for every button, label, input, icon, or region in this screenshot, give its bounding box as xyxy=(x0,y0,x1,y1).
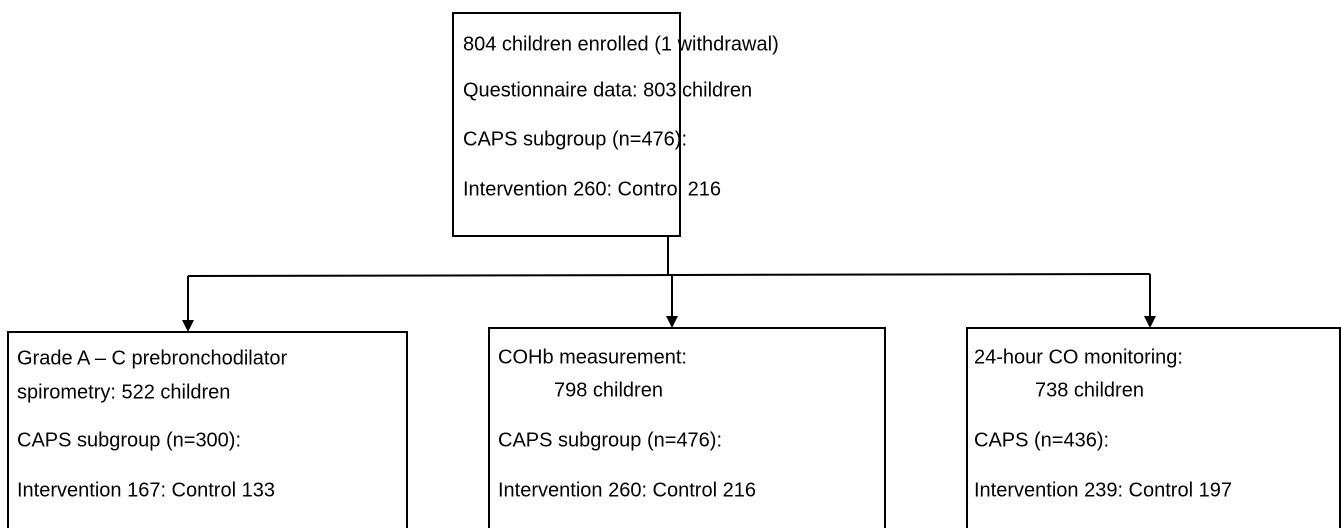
node-text: Intervention 167: Control 133 xyxy=(17,479,275,501)
top-box xyxy=(452,12,681,237)
node-text: COHb measurement: xyxy=(498,346,687,368)
node-text: CAPS subgroup (n=476): xyxy=(498,429,722,451)
node-text: CAPS (n=436): xyxy=(974,429,1109,451)
node-text: CAPS subgroup (n=300): xyxy=(17,429,241,451)
node-text: 738 children xyxy=(1035,379,1144,401)
node-text: spirometry: 522 children xyxy=(17,381,230,403)
middle-box xyxy=(488,327,886,528)
right-box xyxy=(966,327,1341,528)
node-text: CAPS subgroup (n=476): xyxy=(463,128,687,150)
node-text: Intervention 260: Control 216 xyxy=(463,178,721,200)
arrow-head xyxy=(182,320,194,332)
node-text: Grade A – C prebronchodilator xyxy=(17,347,288,369)
node-text: Questionnaire data: 803 children xyxy=(463,79,752,101)
node-text: Intervention 260: Control 216 xyxy=(498,479,756,501)
node-text: 804 children enrolled (1 withdrawal) xyxy=(463,33,779,55)
node-text: 798 children xyxy=(554,379,663,401)
arrow-head xyxy=(1144,316,1156,328)
node-text: 24-hour CO monitoring: xyxy=(974,346,1183,368)
left-box xyxy=(7,331,408,528)
connector xyxy=(187,273,1151,277)
arrow-head xyxy=(666,316,678,328)
node-text: Intervention 239: Control 197 xyxy=(974,479,1232,501)
